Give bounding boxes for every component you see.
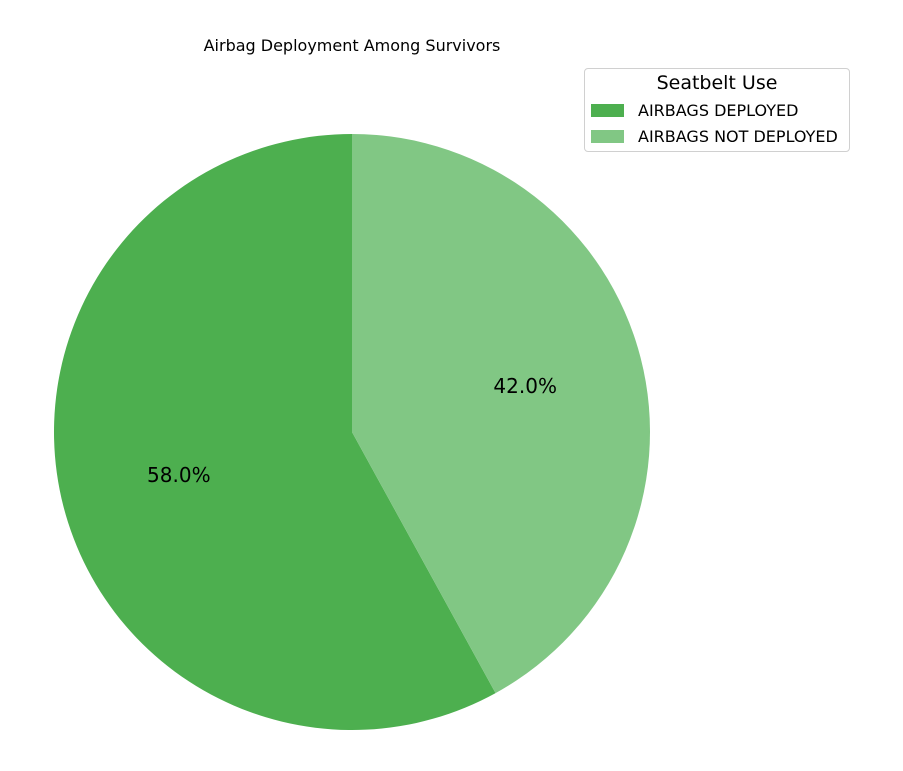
pie-slice-airbags-deployed bbox=[54, 134, 496, 731]
chart-title: Airbag Deployment Among Survivors bbox=[204, 36, 501, 55]
legend-swatch-airbags-not-deployed bbox=[591, 129, 624, 143]
pie-slice-labels: 58.0% 42.0% bbox=[147, 374, 557, 487]
legend-entry-airbags-deployed: AIRBAGS DEPLOYED bbox=[591, 100, 798, 120]
legend-label-airbags-deployed: AIRBAGS DEPLOYED bbox=[638, 100, 799, 120]
legend-label-airbags-not-deployed: AIRBAGS NOT DEPLOYED bbox=[638, 126, 838, 146]
legend-swatch-airbags-deployed bbox=[591, 103, 624, 117]
pie-label-airbags-not-deployed: 42.0% bbox=[493, 374, 557, 398]
pie-slice-airbags-not-deployed bbox=[352, 134, 651, 694]
legend: Seatbelt Use AIRBAGS DEPLOYED AIRBAGS NO… bbox=[584, 68, 850, 152]
pie-slices bbox=[54, 134, 651, 731]
pie-label-airbags-deployed: 58.0% bbox=[147, 463, 211, 487]
legend-title: Seatbelt Use bbox=[656, 72, 778, 94]
legend-entry-airbags-not-deployed: AIRBAGS NOT DEPLOYED bbox=[591, 126, 838, 146]
